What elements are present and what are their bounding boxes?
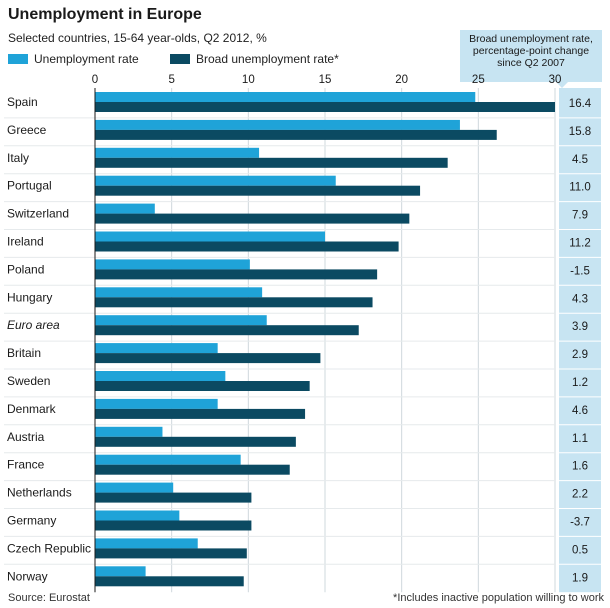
category-label-poland: Poland	[7, 262, 44, 276]
change-header-line-3: since Q2 2007	[497, 57, 565, 69]
category-label-hungary: Hungary	[7, 290, 52, 304]
bar-unemployment-norway	[95, 566, 146, 577]
source-note: Source: Eurostat	[8, 592, 90, 604]
change-value-greece: 15.8	[569, 126, 591, 138]
change-value-netherlands: 2.2	[572, 489, 588, 501]
bar-broad-unemployment-ireland	[95, 241, 399, 252]
change-value-poland: -1.5	[570, 265, 590, 277]
bar-broad-unemployment-euro-area	[95, 325, 359, 336]
category-label-czech-republic: Czech Republic	[7, 541, 91, 555]
x-tick-label-30: 30	[549, 74, 562, 86]
bar-unemployment-italy	[95, 147, 260, 158]
change-value-hungary: 4.3	[572, 293, 588, 305]
change-header-line-1: Broad unemployment rate,	[469, 33, 593, 45]
category-label-greece: Greece	[7, 123, 47, 137]
bar-broad-unemployment-poland	[95, 269, 378, 280]
legend-label-unemployment: Unemployment rate	[34, 52, 139, 66]
category-label-switzerland: Switzerland	[7, 207, 69, 221]
category-label-denmark: Denmark	[7, 402, 57, 416]
x-tick-label-5: 5	[168, 74, 174, 86]
x-tick-label-15: 15	[319, 74, 332, 86]
category-label-britain: Britain	[7, 346, 41, 360]
bar-unemployment-portugal	[95, 175, 336, 186]
x-tick-label-20: 20	[395, 74, 408, 86]
change-value-germany: -3.7	[570, 517, 590, 529]
legend-item-broad-unemployment: Broad unemployment rate*	[170, 52, 339, 66]
category-label-euro-area: Euro area	[7, 318, 60, 332]
legend-swatch-broad-unemployment	[170, 54, 190, 64]
change-value-czech-republic: 0.5	[572, 544, 588, 556]
bar-broad-unemployment-hungary	[95, 297, 373, 308]
category-label-spain: Spain	[7, 95, 38, 109]
bar-unemployment-spain	[95, 92, 476, 102]
bar-broad-unemployment-norway	[95, 576, 244, 587]
bar-unemployment-switzerland	[95, 203, 155, 214]
bar-unemployment-denmark	[95, 398, 218, 409]
change-value-denmark: 4.6	[572, 405, 588, 417]
category-label-portugal: Portugal	[7, 179, 52, 193]
change-value-britain: 2.9	[572, 349, 588, 361]
category-label-norway: Norway	[7, 569, 48, 583]
category-label-germany: Germany	[7, 514, 56, 528]
bar-unemployment-poland	[95, 259, 250, 270]
bar-unemployment-austria	[95, 426, 163, 437]
change-value-france: 1.6	[572, 461, 588, 473]
change-value-norway: 1.9	[572, 572, 588, 584]
bar-broad-unemployment-denmark	[95, 408, 306, 419]
bar-unemployment-france	[95, 454, 241, 465]
change-header-line-2: percentage-point change	[472, 45, 590, 57]
change-value-ireland: 11.2	[569, 238, 591, 250]
bar-broad-unemployment-germany	[95, 520, 252, 531]
category-label-netherlands: Netherlands	[7, 486, 72, 500]
x-tick-label-25: 25	[472, 74, 485, 86]
change-value-portugal: 11.0	[569, 182, 591, 194]
bar-broad-unemployment-netherlands	[95, 492, 252, 503]
change-value-austria: 1.1	[572, 433, 588, 445]
chart-title: Unemployment in Europe	[8, 6, 202, 23]
change-value-italy: 4.5	[572, 154, 588, 166]
bar-broad-unemployment-france	[95, 464, 290, 475]
bar-broad-unemployment-italy	[95, 157, 448, 168]
change-column-header: Broad unemployment rate, percentage-poin…	[460, 30, 602, 88]
category-label-france: France	[7, 458, 45, 472]
bar-broad-unemployment-switzerland	[95, 213, 410, 224]
category-label-italy: Italy	[7, 151, 29, 165]
bar-unemployment-czech-republic	[95, 538, 198, 549]
bar-unemployment-germany	[95, 510, 180, 521]
bar-unemployment-ireland	[95, 231, 325, 242]
bar-unemployment-sweden	[95, 371, 226, 381]
bar-broad-unemployment-portugal	[95, 185, 421, 196]
change-value-spain: 16.4	[569, 98, 592, 110]
x-tick-label-10: 10	[242, 74, 255, 86]
bar-unemployment-greece	[95, 119, 460, 130]
bar-broad-unemployment-britain	[95, 353, 321, 364]
category-label-ireland: Ireland	[7, 235, 44, 249]
bar-broad-unemployment-spain	[95, 102, 555, 112]
change-value-switzerland: 7.9	[572, 210, 588, 222]
change-value-euro-area: 3.9	[572, 321, 588, 333]
bar-unemployment-britain	[95, 343, 218, 354]
bar-unemployment-hungary	[95, 287, 263, 298]
bar-unemployment-netherlands	[95, 482, 174, 493]
bar-broad-unemployment-austria	[95, 436, 296, 447]
bar-broad-unemployment-greece	[95, 129, 497, 140]
bar-broad-unemployment-sweden	[95, 381, 310, 391]
footnote: *Includes inactive population willing to…	[393, 592, 604, 604]
legend-label-broad-unemployment: Broad unemployment rate*	[196, 52, 339, 66]
chart-subtitle: Selected countries, 15-64 year-olds, Q2 …	[8, 31, 267, 45]
bar-unemployment-euro-area	[95, 315, 267, 326]
x-tick-label-0: 0	[92, 74, 98, 86]
legend-swatch-unemployment	[8, 54, 28, 64]
change-value-sweden: 1.2	[572, 377, 588, 389]
category-label-austria: Austria	[7, 430, 45, 444]
bar-broad-unemployment-czech-republic	[95, 548, 247, 559]
legend-item-unemployment: Unemployment rate	[8, 52, 139, 66]
category-label-sweden: Sweden	[7, 374, 50, 388]
